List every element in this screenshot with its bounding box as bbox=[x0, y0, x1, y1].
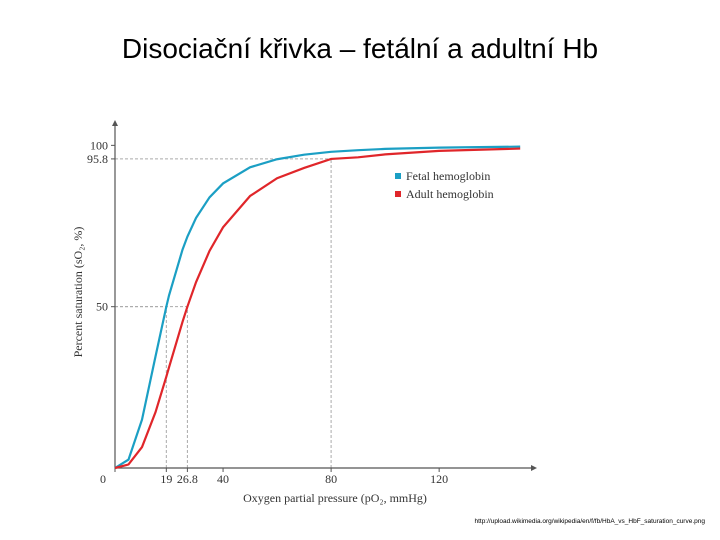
x-tick-label: 40 bbox=[217, 472, 229, 486]
x-tick-label: 19 bbox=[160, 472, 172, 486]
x-tick-label: 0 bbox=[100, 472, 106, 486]
source-link: http://upload.wikimedia.org/wikipedia/en… bbox=[474, 518, 705, 525]
data-line bbox=[114, 147, 521, 470]
x-axis-arrow bbox=[531, 465, 537, 471]
legend-swatch bbox=[395, 173, 401, 179]
y-tick-label: 100 bbox=[90, 138, 108, 152]
y-tick-label: 95.8 bbox=[87, 152, 108, 166]
y-axis-label: Percent saturation (sO₂, %) bbox=[71, 227, 85, 358]
y-axis-arrow bbox=[112, 120, 118, 126]
x-axis-label: Oxygen partial pressure (pO₂, mmHg) bbox=[243, 491, 427, 505]
x-tick-label: 80 bbox=[325, 472, 337, 486]
legend-swatch bbox=[395, 191, 401, 197]
x-tick-label: 120 bbox=[430, 472, 448, 486]
data-line bbox=[114, 145, 521, 469]
legend-label: Fetal hemoglobin bbox=[406, 169, 490, 183]
legend-label: Adult hemoglobin bbox=[406, 187, 494, 201]
y-tick-label: 50 bbox=[96, 300, 108, 314]
slide-title: Disociační křivka – fetální a adultní Hb bbox=[122, 33, 598, 64]
x-tick-label: 26.8 bbox=[177, 472, 198, 486]
